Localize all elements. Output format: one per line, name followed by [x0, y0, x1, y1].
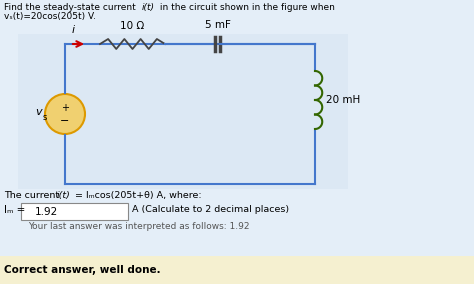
Text: v: v — [36, 107, 42, 117]
Text: 10 Ω: 10 Ω — [120, 21, 145, 31]
Text: = Iₘcos(205t+θ) A, where:: = Iₘcos(205t+θ) A, where: — [72, 191, 201, 200]
Text: 5 mF: 5 mF — [205, 20, 231, 30]
Text: 1.92: 1.92 — [35, 207, 58, 217]
Text: Correct answer, well done.: Correct answer, well done. — [4, 265, 161, 275]
Text: i: i — [72, 25, 74, 35]
Text: −: − — [60, 116, 70, 126]
Text: i(t): i(t) — [57, 191, 71, 200]
Text: Your last answer was interpreted as follows: 1.92: Your last answer was interpreted as foll… — [28, 222, 249, 231]
Text: Find the steady-state current: Find the steady-state current — [4, 3, 138, 12]
Text: 20 mH: 20 mH — [326, 95, 361, 105]
Text: A (Calculate to 2 decimal places): A (Calculate to 2 decimal places) — [132, 205, 289, 214]
Text: i(t): i(t) — [142, 3, 155, 12]
Text: s: s — [43, 112, 47, 122]
Circle shape — [45, 94, 85, 134]
Text: vₛ(t)=20cos(205t) V.: vₛ(t)=20cos(205t) V. — [4, 12, 96, 21]
Text: Iₘ =: Iₘ = — [4, 205, 26, 215]
Text: in the circuit shown in the figure when: in the circuit shown in the figure when — [157, 3, 338, 12]
Text: The current: The current — [4, 191, 62, 200]
FancyBboxPatch shape — [0, 256, 474, 284]
FancyBboxPatch shape — [21, 203, 128, 220]
Text: +: + — [61, 103, 69, 113]
FancyBboxPatch shape — [18, 34, 348, 189]
